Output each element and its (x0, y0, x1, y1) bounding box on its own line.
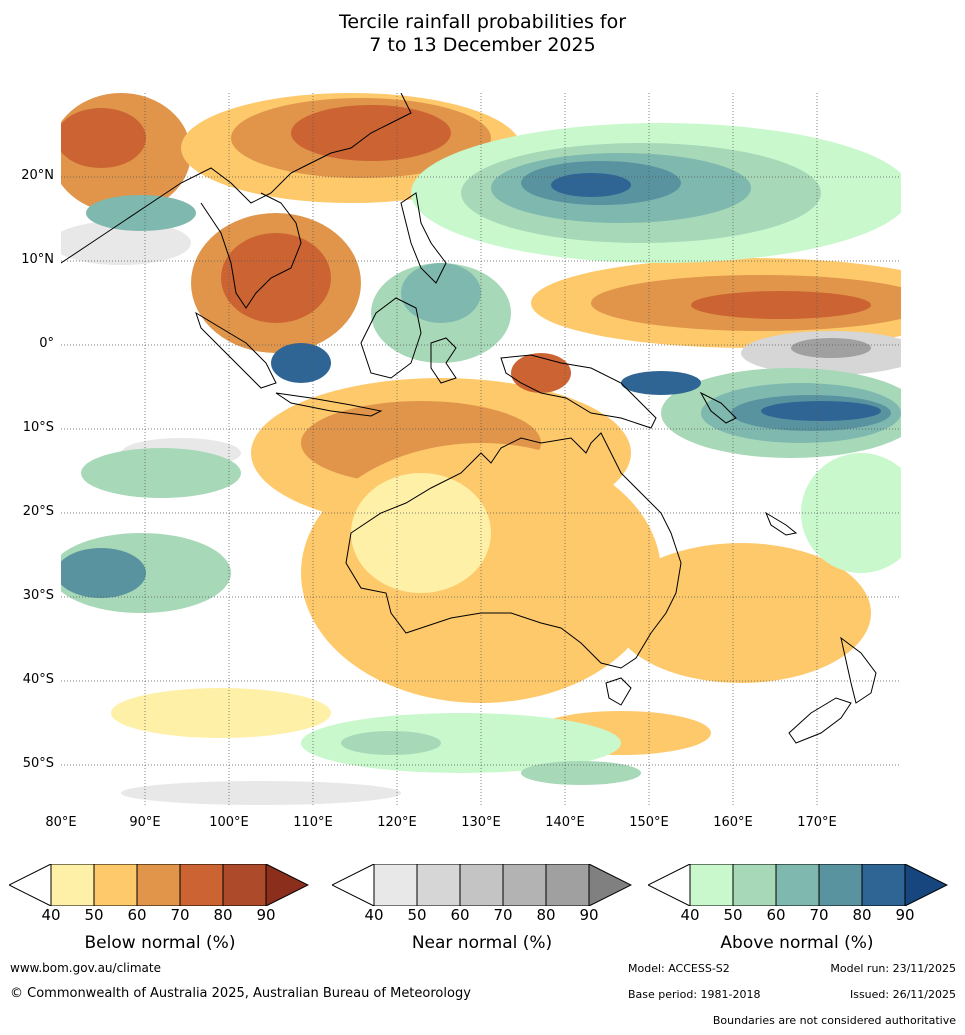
lon-label-100e: 100°E (209, 815, 249, 830)
new-zealand-north-coastline (840, 636, 877, 704)
near-tick-60: 60 (450, 906, 470, 924)
below-tick-90: 90 (256, 906, 276, 924)
java-coastline (275, 392, 383, 417)
above-tick-80: 80 (852, 906, 872, 924)
lat-label-20n: 20°N (21, 168, 54, 183)
lon-label-150e: 150°E (629, 815, 669, 830)
near-tick-50: 50 (407, 906, 427, 924)
above-normal-regions (61, 123, 901, 785)
below-tick-70: 70 (170, 906, 190, 924)
near-tick-70: 70 (493, 906, 513, 924)
above-tick-60: 60 (766, 906, 786, 924)
issued-date: Issued: 26/11/2025 (849, 988, 956, 1001)
near-tick-40: 40 (364, 906, 384, 924)
below-tick-50: 50 (84, 906, 104, 924)
asia-mainland-coastline (61, 93, 412, 264)
model-run-date: Model run: 23/11/2025 (830, 962, 956, 975)
lat-label-30s: 30°S (22, 588, 54, 603)
lon-label-160e: 160°E (713, 815, 753, 830)
lat-label-50s: 50°S (22, 756, 54, 771)
solomon-islands-coastline (699, 391, 737, 424)
lon-label-110e: 110°E (293, 815, 333, 830)
tasmania-coastline (605, 677, 632, 706)
above-tick-90: 90 (895, 906, 915, 924)
lat-label-10n: 10°N (21, 252, 54, 267)
copyright-notice: © Commonwealth of Australia 2025, Austra… (10, 986, 471, 1001)
map-title-line-1: Tercile rainfall probabilities for (338, 11, 627, 33)
below-normal-colorbar (9, 864, 309, 906)
lon-label-130e: 130°E (461, 815, 501, 830)
above-tick-70: 70 (809, 906, 829, 924)
below-tick-60: 60 (127, 906, 147, 924)
borneo-coastline (360, 297, 422, 379)
below-tick-40: 40 (41, 906, 61, 924)
bom-website-link[interactable]: www.bom.gov.au/climate (10, 961, 161, 975)
lat-label-40s: 40°S (22, 672, 54, 687)
boundaries-disclaimer: Boundaries are not considered authoritat… (712, 1014, 956, 1027)
model-name: Model: ACCESS-S2 (628, 962, 730, 975)
coastlines (61, 93, 877, 744)
lat-label-equator: 0° (39, 336, 54, 351)
map-title-line-2: 7 to 13 December 2025 (369, 34, 596, 56)
base-period: Base period: 1981-2018 (628, 988, 761, 1001)
lon-label-80e: 80°E (45, 815, 77, 830)
above-normal-label: Above normal (%) (720, 933, 874, 953)
near-normal-colorbar (332, 864, 632, 906)
below-normal-label: Below normal (%) (84, 933, 236, 953)
philippines-coastline (400, 192, 447, 284)
australia-coastline (345, 432, 682, 669)
near-tick-80: 80 (536, 906, 556, 924)
indochina-coastline (200, 192, 302, 309)
near-tick-90: 90 (579, 906, 599, 924)
above-normal-colorbar (648, 864, 948, 906)
lon-label-120e: 120°E (377, 815, 417, 830)
near-normal-label: Near normal (%) (411, 933, 553, 953)
lat-label-20s: 20°S (22, 504, 54, 519)
rainfall-probability-map (61, 93, 901, 806)
above-tick-50: 50 (723, 906, 743, 924)
above-tick-40: 40 (680, 906, 700, 924)
below-tick-80: 80 (213, 906, 233, 924)
lon-label-170e: 170°E (797, 815, 837, 830)
new-zealand-south-coastline (788, 697, 852, 744)
map-gridlines (61, 93, 901, 806)
lon-label-140e: 140°E (545, 815, 585, 830)
new-guinea-coastline (500, 354, 657, 429)
lon-label-90e: 90°E (129, 815, 161, 830)
sulawesi-coastline (430, 337, 457, 384)
sumatra-coastline (195, 311, 277, 389)
lat-label-10s: 10°S (22, 420, 54, 435)
new-caledonia-coastline (764, 511, 798, 536)
